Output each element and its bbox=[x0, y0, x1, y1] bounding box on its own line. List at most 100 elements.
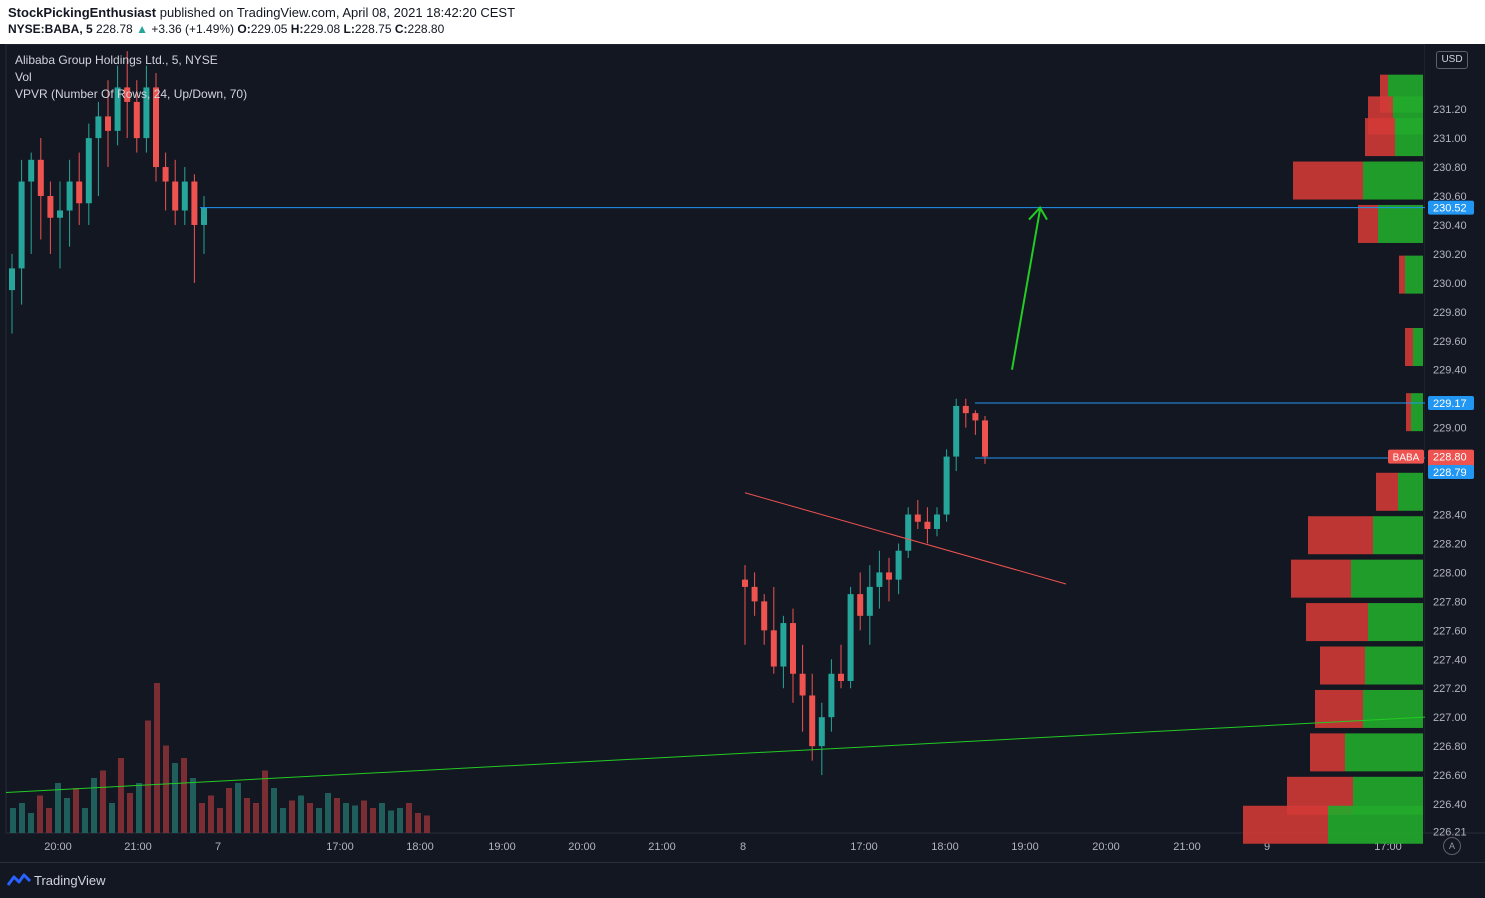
candle-body bbox=[982, 420, 988, 457]
y-tick-label: 227.00 bbox=[1433, 712, 1467, 724]
volume-bar bbox=[181, 758, 187, 833]
y-tick-label: 226.21 bbox=[1433, 827, 1467, 839]
close-label: C: bbox=[394, 22, 408, 36]
volume-bar bbox=[100, 770, 106, 833]
candle-body bbox=[857, 594, 864, 616]
price-label-badge bbox=[1428, 396, 1474, 411]
volume-bar bbox=[253, 803, 259, 833]
x-tick-label: 20:00 bbox=[568, 841, 596, 853]
candle-body bbox=[895, 550, 902, 580]
y-tick-label: 230.80 bbox=[1433, 162, 1467, 174]
x-tick-label: 17:00 bbox=[326, 841, 354, 853]
volume-bar bbox=[244, 798, 250, 833]
footer-bar: TradingView bbox=[0, 862, 1485, 898]
volume-bar bbox=[19, 803, 25, 833]
y-tick-label: 227.20 bbox=[1433, 683, 1467, 695]
price-chart[interactable]: 231.20 231.00 230.80 230.60 230.40 230.20 230.… bbox=[0, 44, 1485, 862]
vp-up-bar bbox=[1328, 805, 1423, 844]
candle-body bbox=[876, 572, 883, 587]
candle-body bbox=[181, 181, 188, 211]
candle-body bbox=[761, 601, 768, 631]
candle-body bbox=[886, 572, 892, 580]
volume-bar bbox=[325, 793, 331, 833]
y-tick-label: 227.80 bbox=[1433, 596, 1467, 608]
price-label-badge bbox=[1428, 200, 1474, 215]
vp-up-bar bbox=[1365, 646, 1423, 685]
candle-body bbox=[809, 695, 816, 747]
currency-badge[interactable]: USD bbox=[1436, 51, 1468, 69]
volume-bar bbox=[217, 808, 223, 833]
legend-vpvr[interactable]: VPVR (Number Of Rows, 24, Up/Down, 70) bbox=[15, 87, 248, 101]
legend-volume[interactable]: Vol bbox=[15, 70, 32, 84]
vp-up-bar bbox=[1405, 255, 1423, 294]
vp-down-bar bbox=[1306, 603, 1368, 642]
vp-down-bar bbox=[1380, 74, 1388, 113]
x-tick-label: 18:00 bbox=[931, 841, 959, 853]
volume-bar bbox=[163, 745, 169, 833]
price-label-text: 229.17 bbox=[1433, 398, 1467, 410]
x-tick-label: 19:00 bbox=[488, 841, 516, 853]
open-label: O: bbox=[237, 22, 251, 36]
price-label-text: 230.52 bbox=[1433, 203, 1467, 215]
volume-bar bbox=[424, 815, 430, 833]
auto-scale-button[interactable]: A bbox=[1443, 837, 1461, 855]
low-label: L: bbox=[343, 22, 355, 36]
vp-up-bar bbox=[1363, 161, 1423, 200]
y-tick-label: 229.40 bbox=[1433, 365, 1467, 377]
x-tick-label: 18:00 bbox=[406, 841, 434, 853]
volume-bar bbox=[73, 788, 79, 833]
x-tick-label: 7 bbox=[215, 841, 221, 853]
y-tick-label: 230.00 bbox=[1433, 278, 1467, 290]
publish-line: StockPickingEnthusiast published on Trad… bbox=[8, 5, 515, 20]
volume-bar bbox=[298, 795, 304, 833]
footer-brand[interactable]: TradingView bbox=[34, 873, 106, 888]
volume-bar bbox=[118, 758, 124, 833]
volume-bar bbox=[136, 783, 142, 833]
vp-up-bar bbox=[1411, 393, 1423, 432]
candle-body bbox=[57, 210, 63, 218]
y-tick-label: 228.00 bbox=[1433, 567, 1467, 579]
y-tick-label: 231.20 bbox=[1433, 104, 1467, 116]
candle-body bbox=[114, 87, 121, 131]
candle-body bbox=[85, 138, 92, 204]
volume-bar bbox=[190, 778, 196, 833]
last-price: 228.78 bbox=[96, 22, 133, 36]
candle-body bbox=[770, 630, 777, 667]
publisher-name[interactable]: StockPickingEnthusiast bbox=[8, 5, 157, 20]
symbol-label[interactable]: NYSE:BABA, 5 bbox=[8, 22, 93, 36]
tradingview-logo-icon[interactable] bbox=[6, 872, 32, 888]
descending-trendline bbox=[744, 492, 1067, 585]
volume-bar bbox=[379, 803, 385, 833]
vp-down-bar bbox=[1291, 559, 1351, 598]
candle-body bbox=[76, 181, 83, 204]
high-label: H: bbox=[290, 22, 304, 36]
candle-body bbox=[66, 181, 73, 211]
volume-bar bbox=[172, 763, 178, 833]
vp-up-bar bbox=[1378, 204, 1423, 243]
plot-area bbox=[5, 44, 1426, 834]
volume-bar bbox=[10, 808, 16, 833]
y-tick-label: 229.60 bbox=[1433, 336, 1467, 348]
vp-down-bar bbox=[1293, 161, 1363, 200]
high-value: 229.08 bbox=[303, 22, 341, 36]
volume-bar bbox=[343, 803, 349, 833]
volume-bar bbox=[91, 778, 97, 833]
vp-down-bar bbox=[1406, 393, 1411, 432]
candle-body bbox=[866, 586, 873, 616]
volume-bar bbox=[226, 788, 232, 833]
candle-body bbox=[133, 101, 140, 139]
open-value: 229.05 bbox=[250, 22, 288, 36]
volume-bar bbox=[235, 783, 241, 833]
published-text: published on TradingView.com, April 08, … bbox=[159, 5, 516, 20]
volume-bar bbox=[199, 803, 205, 833]
x-tick-label: 17:00 bbox=[1374, 841, 1402, 853]
candle-body bbox=[124, 87, 131, 102]
candle-body bbox=[828, 673, 835, 718]
up-triangle-icon: ▲ bbox=[136, 22, 148, 36]
y-tick-label: 229.00 bbox=[1433, 423, 1467, 435]
legend-title[interactable]: Alibaba Group Holdings Ltd., 5, NYSE bbox=[15, 53, 218, 67]
x-tick-label: 17:00 bbox=[850, 841, 878, 853]
vp-down-bar bbox=[1365, 118, 1395, 157]
vp-up-bar bbox=[1395, 118, 1423, 157]
candle-body bbox=[105, 116, 111, 131]
